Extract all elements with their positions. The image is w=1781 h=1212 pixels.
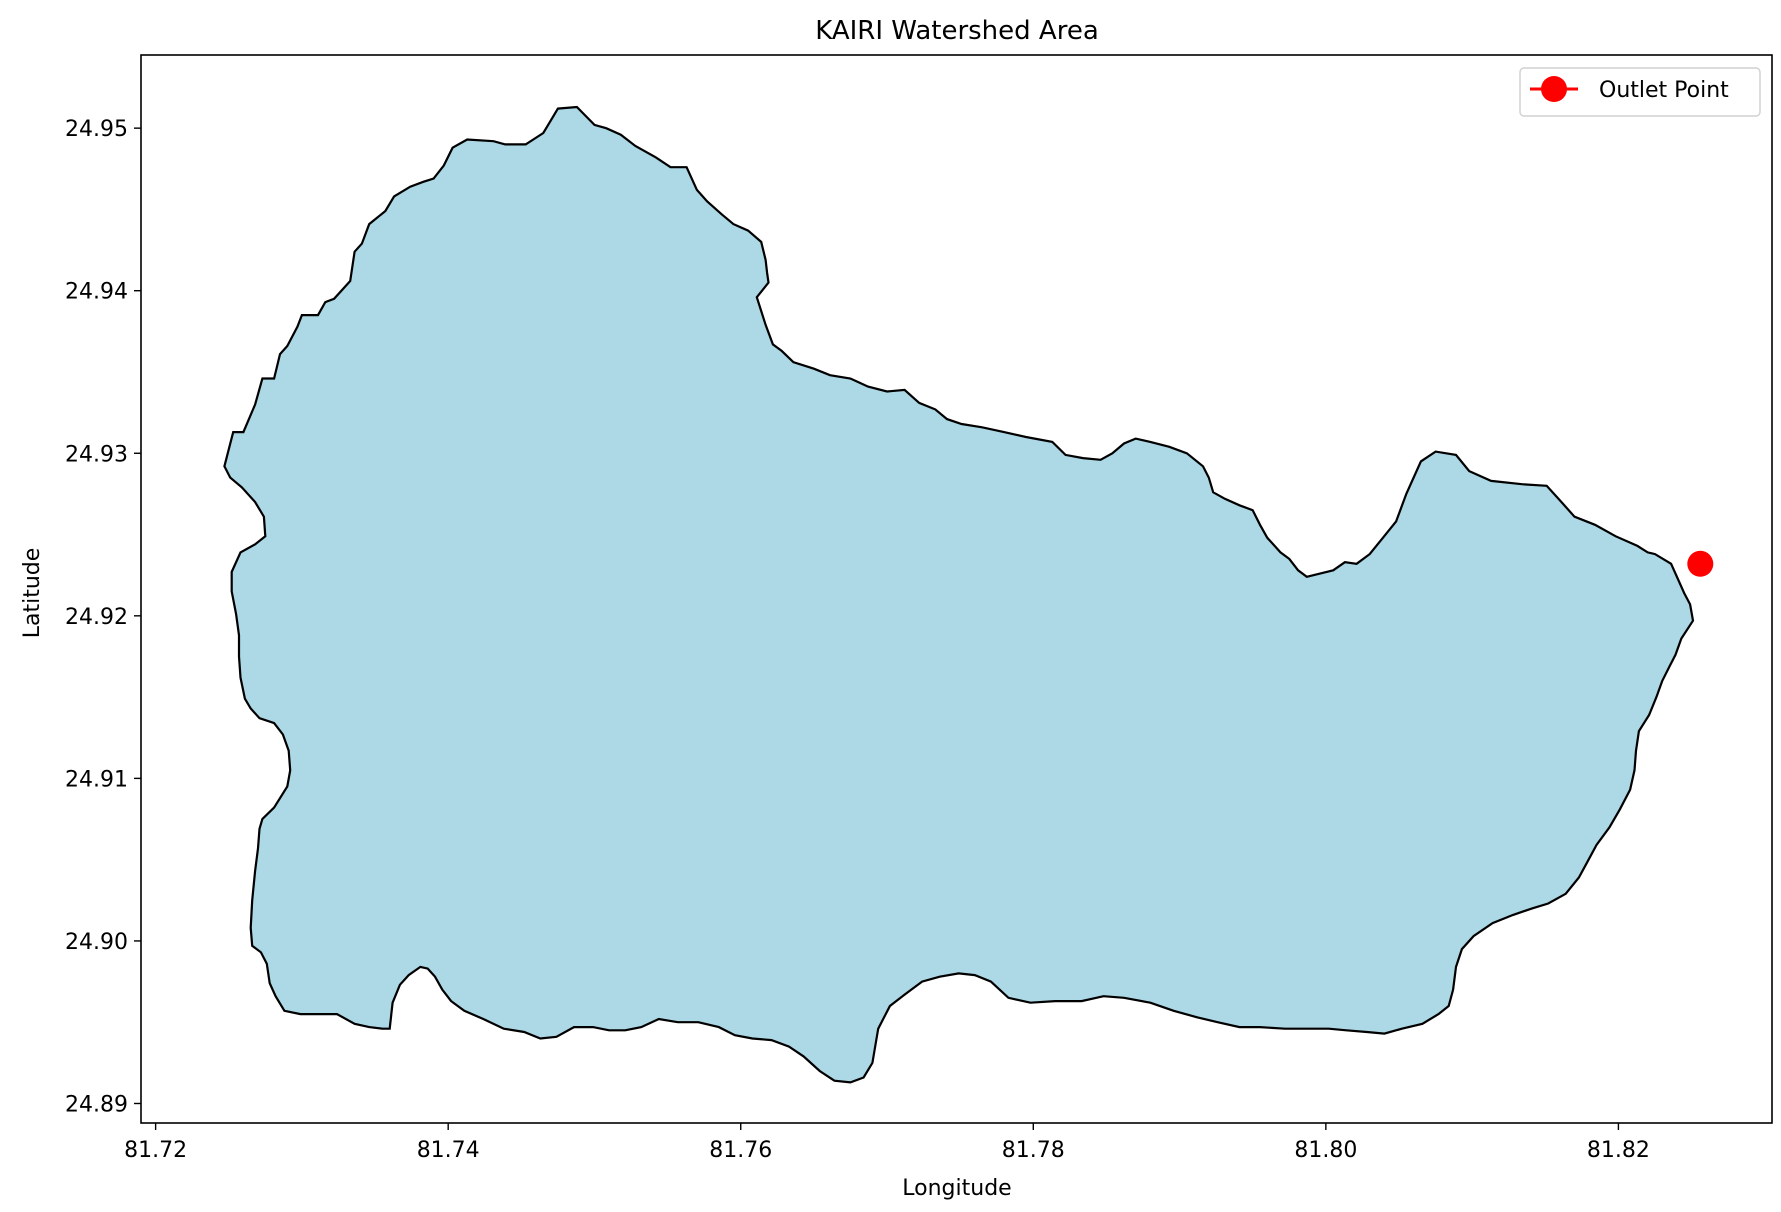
x-axis-title: Longitude bbox=[902, 1176, 1011, 1201]
y-tick-label: 24.93 bbox=[65, 442, 128, 467]
x-tick-label: 81.80 bbox=[1294, 1138, 1357, 1163]
y-axis-title: Latitude bbox=[20, 548, 45, 639]
y-tick-label: 24.94 bbox=[65, 280, 128, 305]
y-tick-label: 24.90 bbox=[65, 930, 128, 955]
outlet-point-marker bbox=[1687, 550, 1714, 577]
plot-frame bbox=[140, 54, 1773, 1124]
legend-marker bbox=[1541, 76, 1567, 102]
y-tick-label: 24.92 bbox=[65, 605, 128, 630]
y-tick-label: 24.95 bbox=[65, 117, 128, 142]
markers-layer bbox=[1687, 550, 1714, 577]
legend-label-outlet-point: Outlet Point bbox=[1599, 78, 1729, 103]
x-tick-label: 81.78 bbox=[1002, 1138, 1065, 1163]
y-tick-label: 24.89 bbox=[65, 1092, 128, 1117]
legend: Outlet Point bbox=[1519, 67, 1761, 117]
watershed-polygon bbox=[223, 105, 1695, 1084]
x-tick-label: 81.74 bbox=[417, 1138, 480, 1163]
x-tick-label: 81.76 bbox=[709, 1138, 772, 1163]
y-axis-ticks: 24.89 24.90 24.91 24.92 24.93 24.94 24.95 bbox=[65, 117, 141, 1117]
x-tick-label: 81.72 bbox=[124, 1138, 187, 1163]
legend-box bbox=[1519, 67, 1761, 117]
x-tick-label: 81.82 bbox=[1587, 1138, 1650, 1163]
y-tick-label: 24.91 bbox=[65, 767, 128, 792]
chart-title: KAIRI Watershed Area bbox=[815, 16, 1099, 46]
x-axis-ticks: 81.72 81.74 81.76 81.78 81.80 81.82 bbox=[124, 1123, 1650, 1163]
